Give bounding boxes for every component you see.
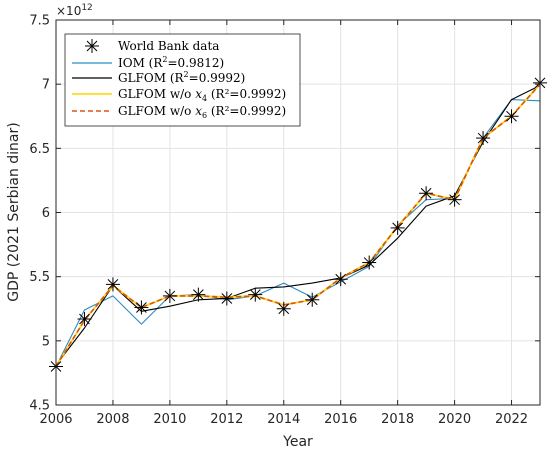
data-point-world-bank xyxy=(504,109,519,124)
y-tick-label: 4.5 xyxy=(29,399,50,414)
legend-entry-glfom: GLFOM (R2=0.9992) xyxy=(72,70,245,85)
data-point-world-bank xyxy=(476,131,491,146)
x-tick-label: 2020 xyxy=(438,412,471,427)
legend-label-glfom-wo-x4: GLFOM w/o x4 (R²=0.9992) xyxy=(118,87,286,103)
legend-label-iom: IOM (R2=0.9812) xyxy=(118,55,224,70)
x-tick-label: 2012 xyxy=(210,412,243,427)
series-layer xyxy=(49,75,547,374)
y-tick-label: 5.5 xyxy=(29,270,50,285)
series-line-glfom-wo-x6 xyxy=(55,83,541,367)
y-tick-label: 6.5 xyxy=(29,142,50,157)
legend-entry-world-bank: World Bank data xyxy=(85,39,219,53)
data-point-world-bank xyxy=(134,300,149,315)
x-tick-label: 2014 xyxy=(267,412,300,427)
legend-entry-glfom-wo-x4: GLFOM w/o x4 (R²=0.9992) xyxy=(72,87,286,103)
legend-label-glfom-wo-x6: GLFOM w/o x6 (R²=0.9992) xyxy=(118,104,286,120)
legend-label-world-bank: World Bank data xyxy=(118,39,219,53)
data-point-world-bank xyxy=(77,312,92,327)
legend-label-glfom: GLFOM (R2=0.9992) xyxy=(118,70,245,85)
series-world-bank-markers xyxy=(49,75,547,374)
x-axis-label: Year xyxy=(282,434,313,450)
y-exponent-power: 12 xyxy=(81,3,92,13)
y-tick-label: 7 xyxy=(42,78,50,93)
data-point-world-bank xyxy=(390,220,405,235)
legend-entry-glfom-wo-x6: GLFOM w/o x6 (R²=0.9992) xyxy=(72,104,286,120)
axis-ticks: 2006 2008 2010 2012 2014 2016 2018 2020 2022 4.5 5… xyxy=(29,14,540,427)
y-axis-label: GDP (2021 Serbian dinar) xyxy=(6,122,22,301)
x-tick-label: 2008 xyxy=(96,412,129,427)
data-point-world-bank xyxy=(362,255,377,270)
y-tick-label: 7.5 xyxy=(29,14,50,29)
data-point-world-bank xyxy=(105,277,120,292)
x-tick-label: 2010 xyxy=(153,412,186,427)
legend-entry-iom: IOM (R2=0.9812) xyxy=(72,55,224,70)
legend: World Bank data IOM (R2=0.9812) GLFOM (R… xyxy=(64,33,301,127)
data-point-world-bank xyxy=(191,287,206,302)
data-point-world-bank xyxy=(419,186,434,201)
data-point-world-bank xyxy=(447,192,462,207)
data-point-world-bank xyxy=(333,272,348,287)
x-tick-label: 2018 xyxy=(381,412,414,427)
x-tick-label: 2022 xyxy=(495,412,528,427)
data-point-world-bank xyxy=(162,288,177,303)
data-point-world-bank xyxy=(248,287,263,302)
data-point-world-bank xyxy=(276,301,291,316)
x-tick-label: 2006 xyxy=(39,412,72,427)
data-point-world-bank xyxy=(305,292,320,307)
data-point-world-bank xyxy=(219,291,234,306)
x-tick-label: 2016 xyxy=(324,412,357,427)
legend-marker-asterisk-icon xyxy=(85,39,99,53)
y-exponent-base: ×10 xyxy=(56,4,81,18)
y-tick-label: 5 xyxy=(42,334,50,349)
y-tick-label: 6 xyxy=(42,206,50,221)
y-exponent-label: ×1012 xyxy=(56,3,93,18)
